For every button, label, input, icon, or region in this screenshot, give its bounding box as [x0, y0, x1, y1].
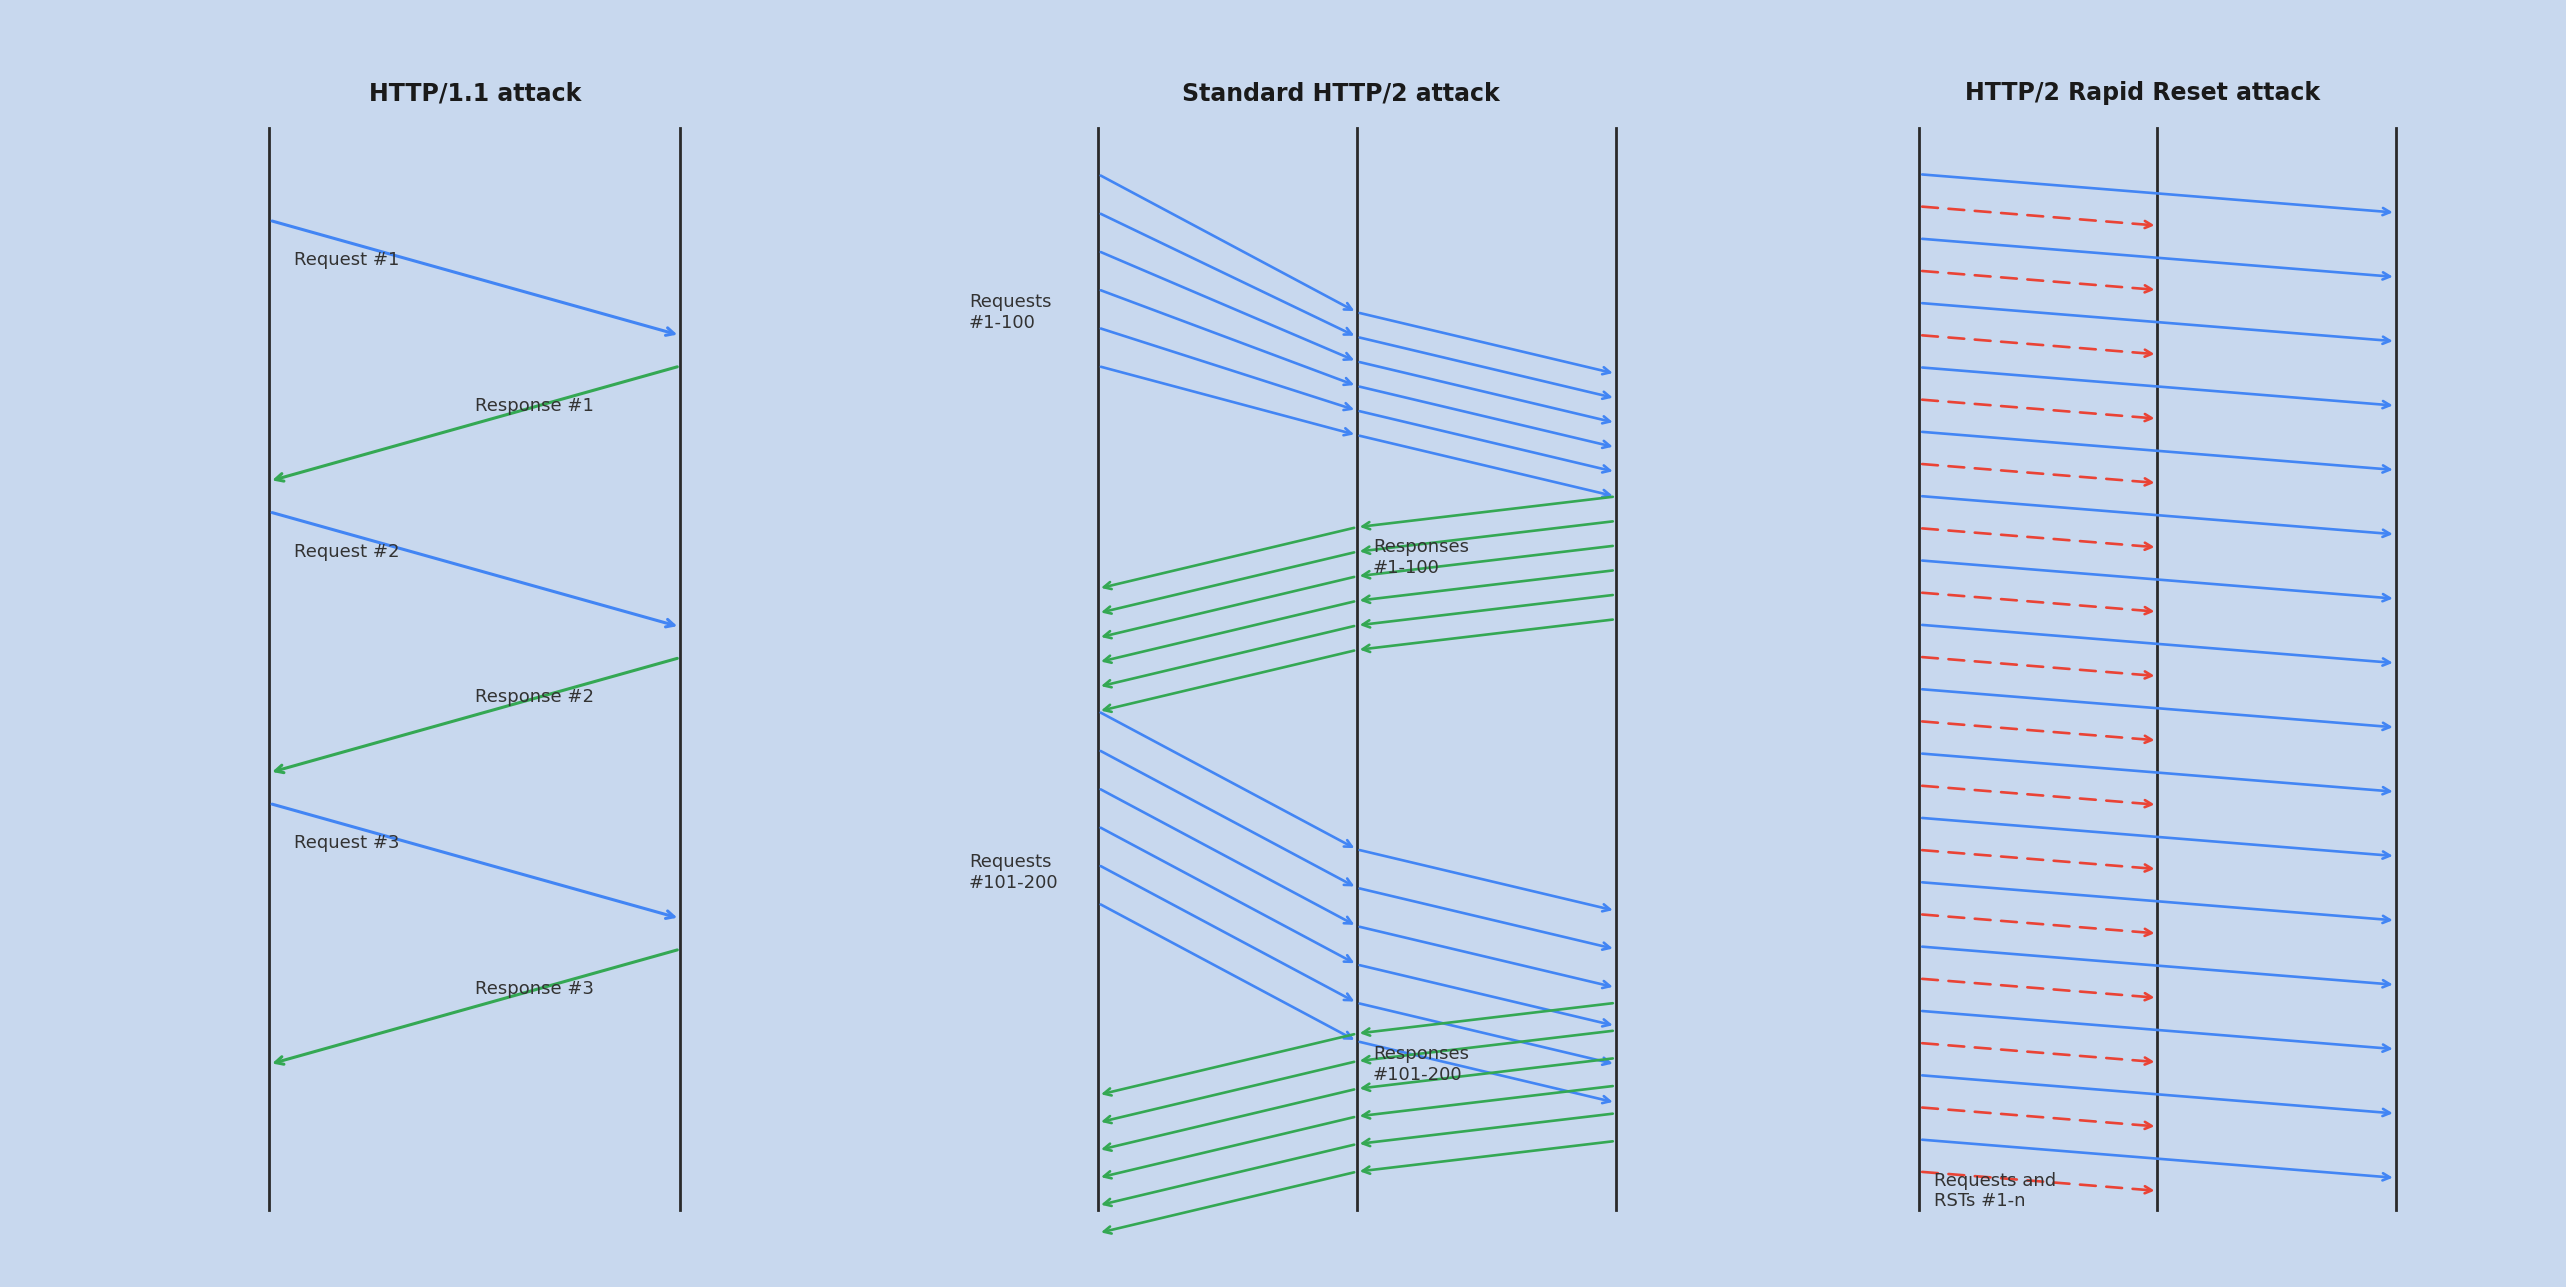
- Text: Request #2: Request #2: [295, 543, 400, 561]
- Text: Response #2: Response #2: [475, 689, 593, 707]
- Text: Request #3: Request #3: [295, 834, 400, 852]
- Text: Request #1: Request #1: [295, 251, 400, 269]
- Text: Response #1: Response #1: [475, 396, 593, 414]
- Text: Requests and
RSTs #1-n: Requests and RSTs #1-n: [1935, 1171, 2055, 1211]
- Text: Standard HTTP/2 attack: Standard HTTP/2 attack: [1183, 81, 1499, 106]
- Text: Responses
#101-200: Responses #101-200: [1373, 1045, 1470, 1084]
- Text: HTTP/1.1 attack: HTTP/1.1 attack: [370, 81, 580, 106]
- Text: Requests
#101-200: Requests #101-200: [970, 853, 1060, 892]
- Text: Response #3: Response #3: [475, 979, 593, 997]
- Text: HTTP/2 Rapid Reset attack: HTTP/2 Rapid Reset attack: [1966, 81, 2320, 106]
- Text: Responses
#1-100: Responses #1-100: [1373, 538, 1470, 578]
- Text: Requests
#1-100: Requests #1-100: [970, 293, 1052, 332]
